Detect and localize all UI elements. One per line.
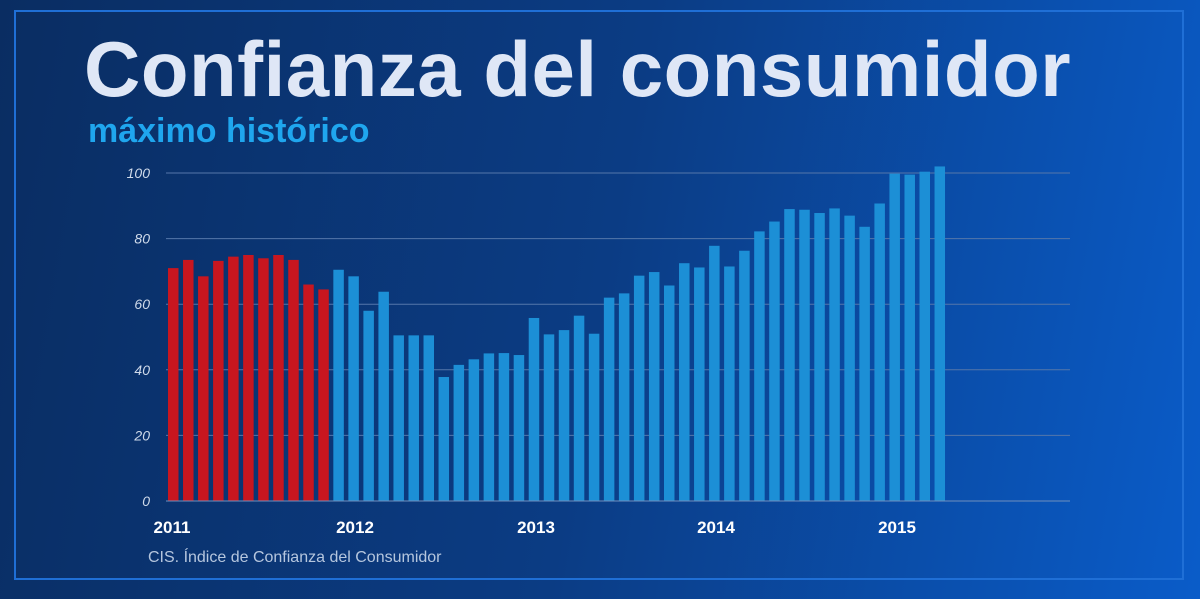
y-tick-label: 100 — [127, 165, 151, 181]
bar — [754, 231, 765, 501]
bar — [904, 174, 915, 501]
bar — [468, 359, 480, 501]
source-note: CIS. Índice de Confianza del Consumidor — [148, 549, 442, 566]
x-tick-label-2013: 2013 — [517, 518, 555, 537]
bar — [198, 276, 209, 501]
x-tick-label-2015: 2015 — [878, 518, 916, 537]
bars — [168, 166, 946, 502]
bar — [258, 258, 269, 501]
bar — [648, 272, 660, 501]
bar — [288, 259, 299, 501]
bar — [558, 330, 570, 501]
bar — [408, 335, 419, 501]
x-tick-label-2011: 2011 — [154, 518, 191, 537]
x-tick-label-2012: 2012 — [336, 518, 374, 537]
bar — [679, 263, 690, 501]
bar — [618, 293, 630, 501]
y-tick-label: 40 — [134, 362, 150, 378]
bar — [934, 166, 946, 501]
bar — [393, 335, 404, 501]
bar — [273, 255, 284, 501]
bar — [348, 276, 359, 501]
bar — [423, 335, 435, 501]
chart-subtitle: máximo histórico — [88, 112, 370, 150]
bar — [799, 209, 810, 501]
bar — [709, 245, 720, 501]
bar — [483, 353, 495, 501]
bar — [333, 269, 344, 501]
bar — [303, 284, 314, 501]
y-tick-label: 20 — [133, 427, 150, 443]
bar — [183, 259, 194, 501]
bar — [603, 297, 615, 501]
bar — [588, 333, 600, 501]
bar — [919, 171, 930, 502]
bar — [663, 285, 675, 501]
chart-frame — [14, 10, 1184, 580]
x-axis-labels: 2011 2012 2013 2014 2015 — [154, 518, 916, 537]
bar — [528, 317, 540, 501]
bar — [769, 221, 780, 501]
bar — [213, 260, 224, 501]
bar — [694, 267, 705, 501]
bar — [633, 275, 645, 501]
bar — [859, 226, 870, 502]
bar — [318, 289, 329, 501]
bar — [874, 203, 885, 501]
bar — [243, 255, 254, 501]
bar — [573, 315, 585, 501]
bar — [363, 310, 374, 501]
y-axis-labels: 0 20 40 60 80 100 — [127, 165, 151, 509]
bar — [438, 377, 450, 501]
bar — [784, 209, 795, 501]
x-tick-label-2014: 2014 — [697, 518, 735, 537]
y-tick-label: 0 — [142, 493, 150, 509]
bar — [543, 334, 555, 501]
bar — [228, 256, 239, 501]
bar — [453, 364, 465, 501]
y-tick-label: 60 — [134, 296, 150, 312]
chart-title: Confianza del consumidor — [84, 25, 1072, 113]
bar — [724, 266, 735, 501]
bar — [739, 250, 750, 501]
bar — [889, 173, 900, 501]
bar — [498, 353, 510, 501]
bar — [513, 355, 525, 501]
bar — [829, 208, 840, 501]
bar — [378, 291, 389, 501]
bar — [844, 215, 855, 501]
grid-lines — [166, 172, 1070, 436]
bar — [168, 268, 179, 501]
y-tick-label: 80 — [134, 231, 150, 247]
bar — [814, 213, 825, 502]
